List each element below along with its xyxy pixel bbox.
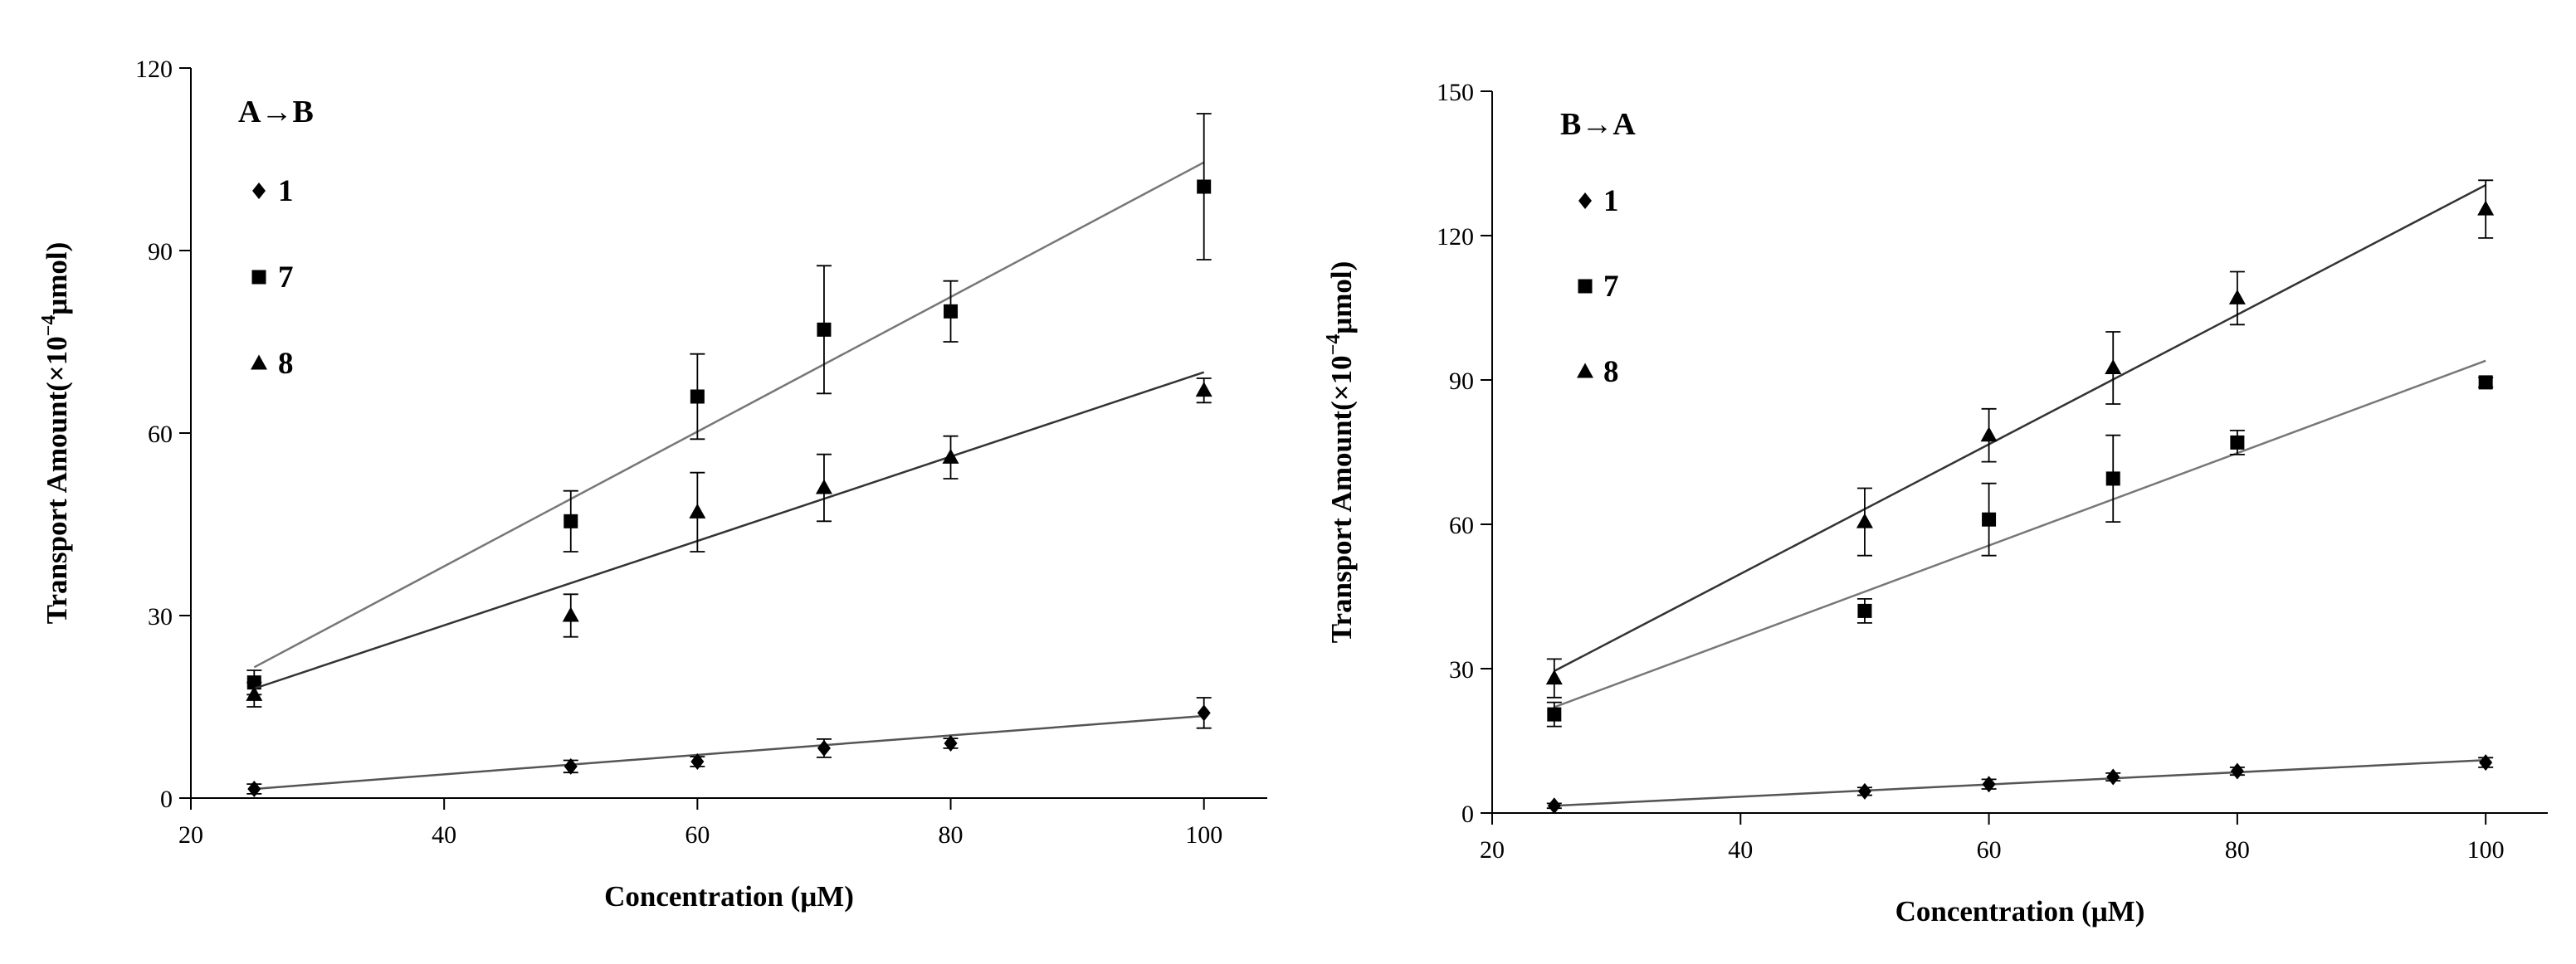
- series-1: [246, 697, 1212, 797]
- legend-label: 8: [1603, 355, 1619, 389]
- data-point: [815, 479, 832, 494]
- data-point: [817, 739, 831, 757]
- x-tick-label: 60: [685, 821, 710, 849]
- y-tick-label: 30: [148, 603, 173, 630]
- y-tick-label: 60: [1449, 512, 1474, 539]
- data-point: [1982, 512, 1997, 527]
- x-tick-label: 20: [178, 821, 203, 849]
- x-tick-label: 40: [1728, 836, 1753, 864]
- x-tick-label: 80: [939, 821, 964, 849]
- x-tick-label: 60: [1977, 836, 2002, 864]
- x-axis-title: Concentration (μM): [1895, 895, 2145, 927]
- data-point: [564, 757, 578, 775]
- data-point: [1197, 179, 1212, 194]
- data-point: [564, 514, 578, 528]
- legend-label: 1: [278, 174, 294, 208]
- y-tick-label: 60: [148, 421, 173, 448]
- data-point: [942, 448, 959, 464]
- data-point: [1857, 603, 1872, 618]
- series-1: [1546, 754, 2494, 815]
- data-point: [1980, 426, 1998, 442]
- series-7: [246, 113, 1212, 696]
- legend-marker: [1578, 279, 1593, 294]
- data-point: [2230, 762, 2244, 780]
- panel-title: B→A: [1560, 107, 1636, 142]
- y-tick-label: 120: [1437, 223, 1474, 251]
- legend-label: 8: [278, 347, 294, 381]
- y-axis-title-suffix: μmol): [1325, 261, 1358, 334]
- data-point: [817, 322, 832, 337]
- series-7: [1546, 359, 2494, 728]
- legend-marker: [251, 270, 266, 285]
- data-point: [1545, 669, 1563, 685]
- data-point: [247, 781, 261, 797]
- data-point: [2230, 435, 2245, 450]
- y-tick-label: 0: [160, 786, 173, 813]
- trend-line: [1554, 359, 2486, 708]
- data-point: [1195, 382, 1212, 397]
- y-tick-label: 120: [135, 56, 173, 83]
- trend-line: [254, 714, 1204, 791]
- x-tick-label: 100: [2467, 836, 2505, 864]
- y-axis-title-prefix: Transport Amount(×10: [1325, 355, 1358, 643]
- data-point: [1982, 776, 1996, 793]
- data-point: [1547, 707, 1562, 722]
- data-point: [690, 389, 705, 404]
- series-8: [1545, 179, 2495, 699]
- x-tick-label: 40: [432, 821, 456, 849]
- y-axis-title: Transport Amount(×10−4μmol): [1323, 261, 1358, 644]
- data-point: [246, 685, 263, 701]
- panel-title: A→B: [238, 95, 314, 129]
- data-point: [1856, 513, 1873, 528]
- data-point: [2228, 289, 2246, 304]
- y-axis-title-exponent: −4: [1323, 334, 1344, 356]
- data-point: [689, 503, 706, 519]
- x-axis-title: Concentration (μM): [604, 880, 854, 913]
- legend-label: 7: [1603, 270, 1619, 304]
- legend-marker: [252, 183, 266, 199]
- chart-a-to-b: 0 30 60 90 120 20 40 60 80 100 Concentration (μM) T…: [38, 56, 1267, 913]
- data-point: [1857, 782, 1871, 800]
- legend-label: 7: [278, 260, 294, 295]
- data-point: [944, 304, 959, 319]
- x-tick-label: 80: [2225, 836, 2250, 864]
- y-tick-label: 150: [1437, 79, 1474, 106]
- trend-line: [1554, 183, 2486, 673]
- data-point: [2477, 200, 2495, 216]
- data-point: [690, 753, 705, 770]
- data-point: [944, 735, 958, 752]
- y-tick-label: 90: [1449, 368, 1474, 395]
- legend-marker: [1577, 363, 1593, 378]
- x-tick-label: 100: [1185, 821, 1222, 849]
- chart-b-to-a: 0 30 60 90 120 150 20 40 60 80 100 Concentration (μ…: [1323, 79, 2548, 927]
- x-tick-label: 20: [1480, 836, 1505, 864]
- data-point: [2105, 359, 2122, 374]
- trend-line: [253, 371, 1205, 690]
- data-point: [2479, 754, 2493, 772]
- y-tick-label: 0: [1461, 801, 1474, 828]
- y-axis-title-prefix: Transport Amount(×10: [41, 336, 73, 624]
- data-point: [1547, 797, 1561, 815]
- y-axis-title-suffix: μmol): [41, 242, 73, 315]
- legend-label: 1: [1603, 184, 1619, 218]
- y-tick-label: 90: [148, 238, 173, 265]
- legend-marker: [1578, 192, 1592, 209]
- data-point: [1197, 704, 1211, 722]
- series-8: [246, 371, 1212, 708]
- trend-line: [253, 161, 1205, 669]
- legend-marker: [251, 354, 267, 370]
- data-point: [2105, 471, 2120, 486]
- data-point: [2106, 768, 2120, 786]
- y-tick-label: 30: [1449, 656, 1474, 684]
- y-axis-title: Transport Amount(×10−4μmol): [38, 242, 73, 625]
- trend-line: [1554, 758, 2486, 807]
- data-point: [562, 606, 579, 622]
- y-axis-title-exponent: −4: [38, 315, 60, 337]
- data-point: [2478, 375, 2493, 390]
